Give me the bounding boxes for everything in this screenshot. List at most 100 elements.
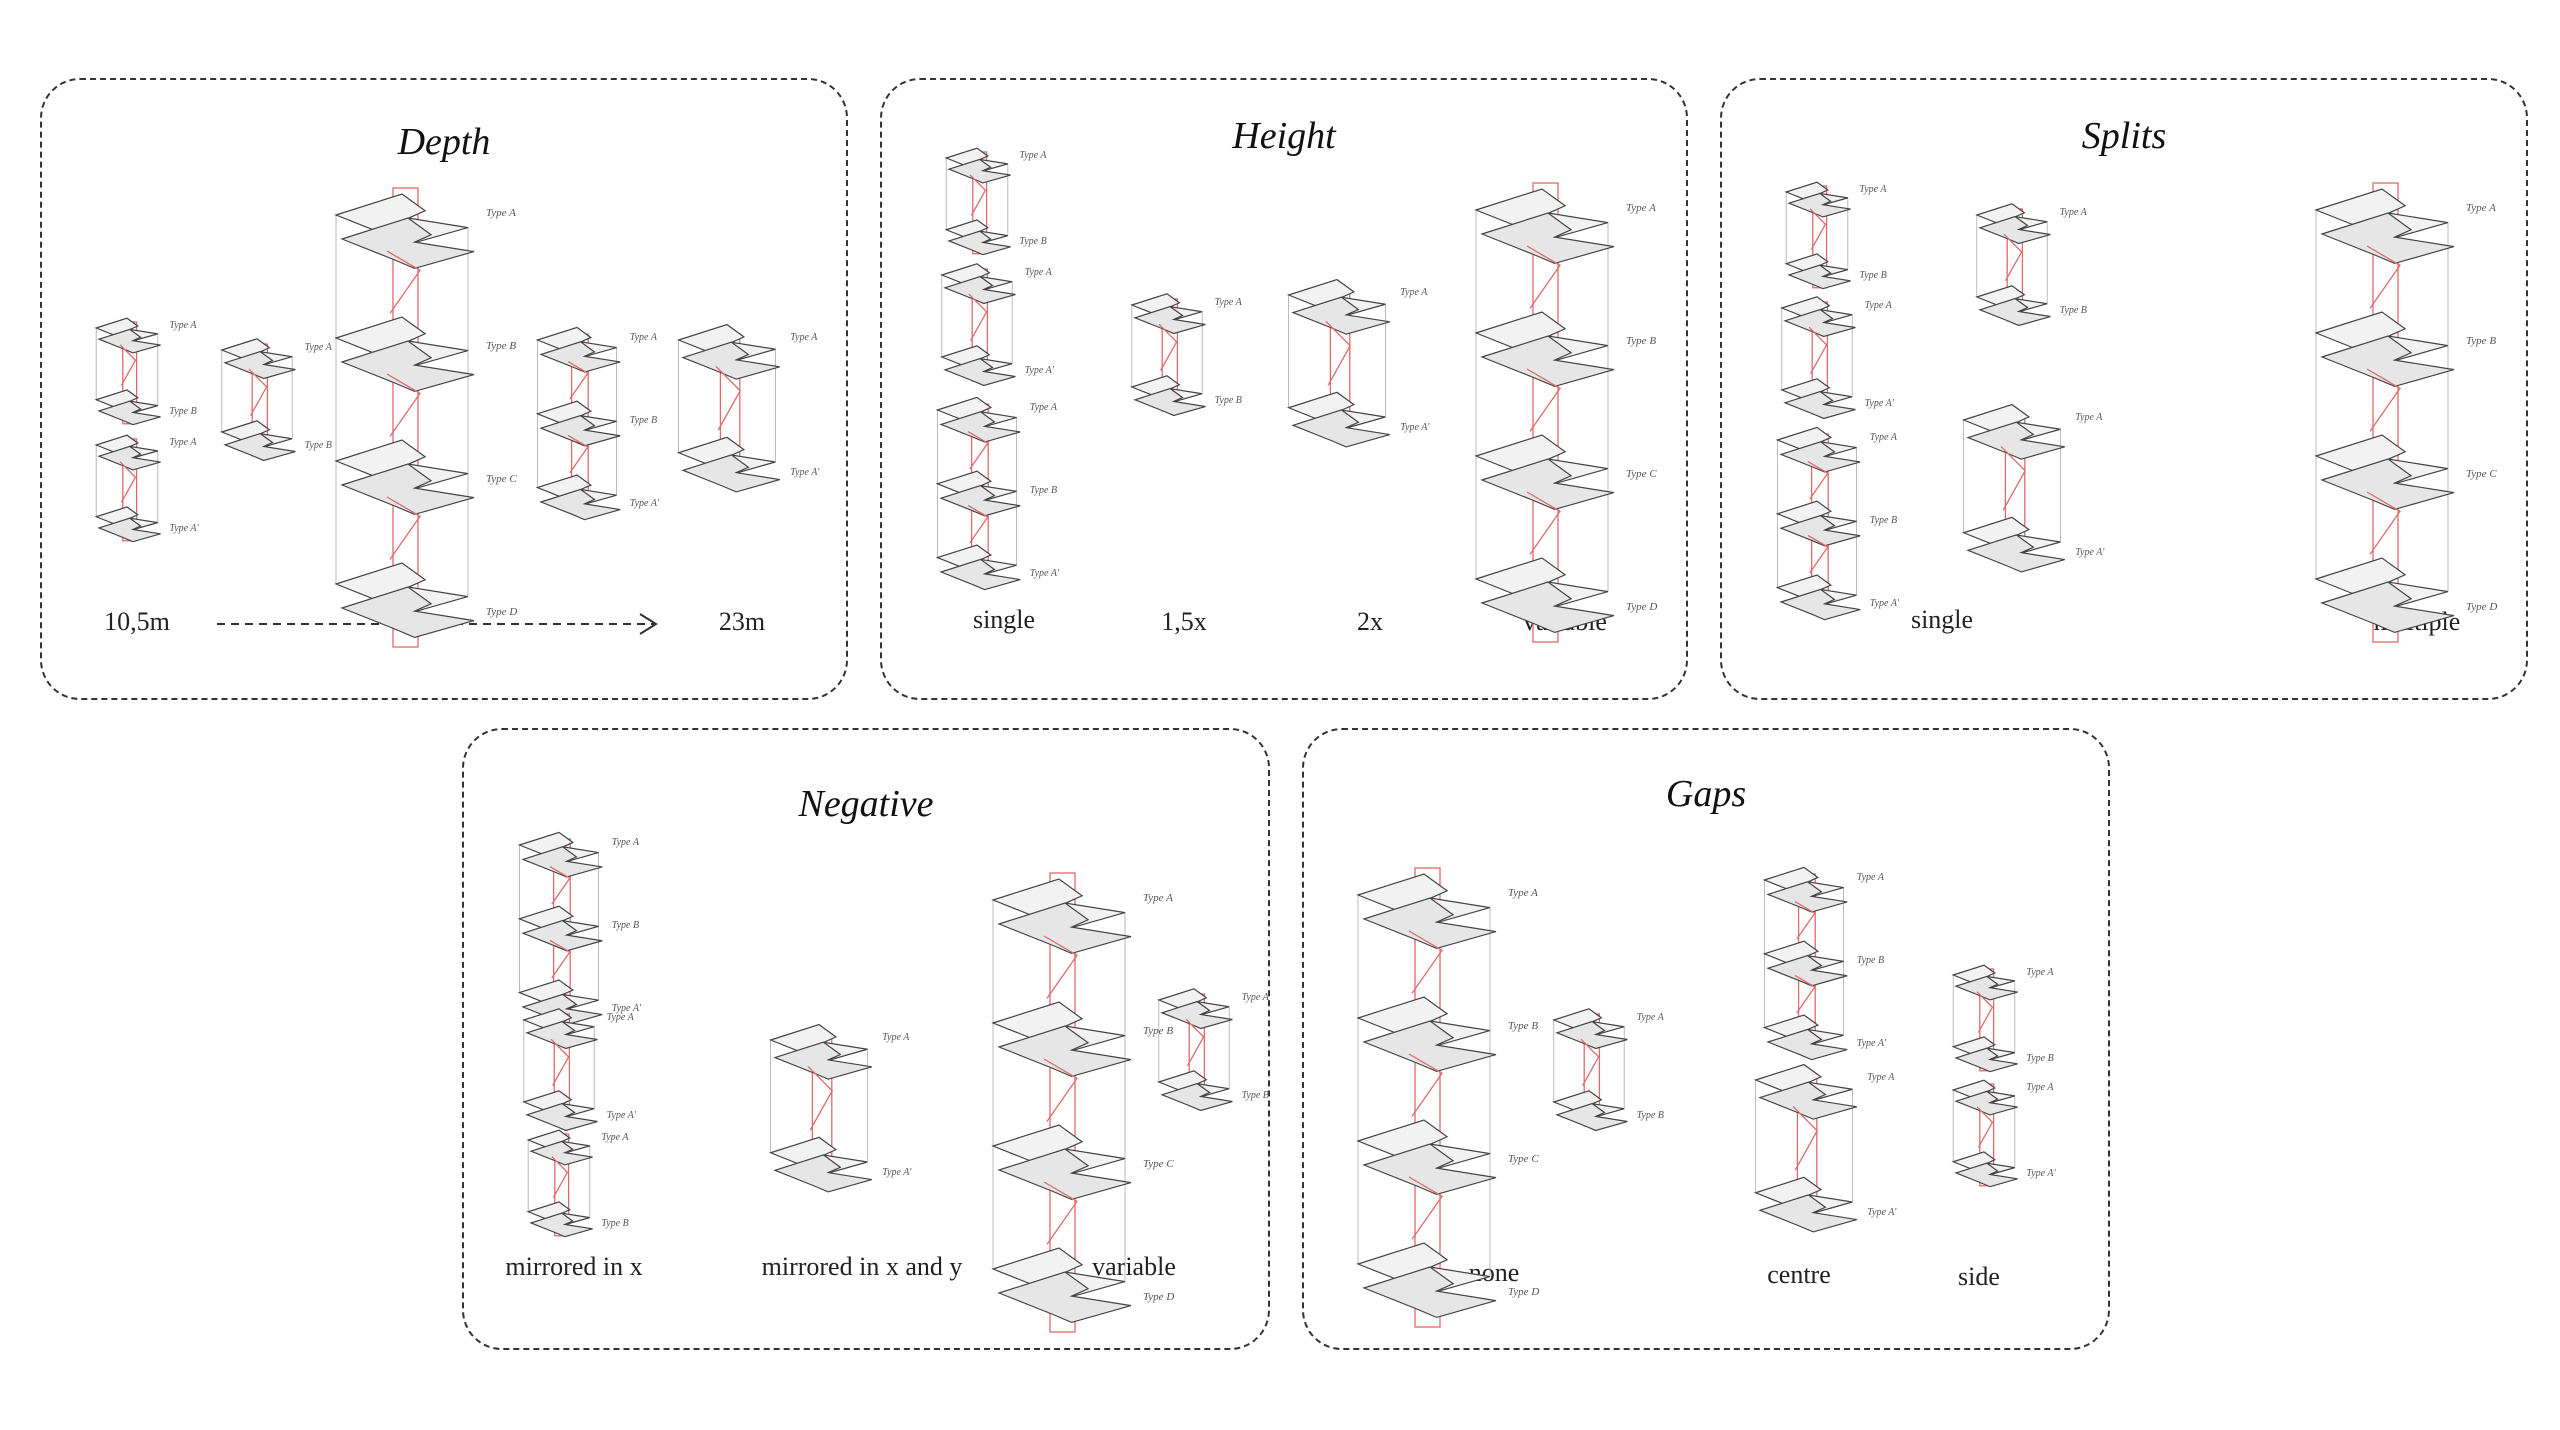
type-label: Type A <box>2466 202 2496 214</box>
type-label: Type A <box>2026 1082 2054 1093</box>
unit-stack <box>1975 203 2051 327</box>
unit-stack <box>1780 296 1856 420</box>
gaps-label-side: side <box>1958 1262 2000 1291</box>
unit-stack <box>935 396 1021 591</box>
stair-flight <box>1325 320 1352 386</box>
type-label: Type A <box>1869 432 1897 443</box>
stair-flight <box>549 866 571 905</box>
type-label: Type A' <box>606 1110 636 1121</box>
type-label: Type D <box>486 606 518 618</box>
stair-flight <box>1408 930 1443 994</box>
splits-label-single: single <box>1910 605 1974 634</box>
stair-flight <box>1408 1176 1443 1240</box>
floor-plate <box>521 846 603 878</box>
floor-plate <box>1291 409 1390 448</box>
stair-flight <box>1043 1181 1078 1245</box>
type-label: Type A <box>606 1012 634 1023</box>
type-label: Type B <box>1019 235 1047 247</box>
unit-stack <box>1951 964 2018 1073</box>
type-label: Type B <box>1143 1025 1174 1037</box>
type-label: Type A <box>882 1032 910 1043</box>
floor-plate <box>1966 534 2065 573</box>
type-label: Type A <box>1024 267 1052 278</box>
unit-stack <box>1356 867 1497 1328</box>
stair-flight <box>386 496 421 560</box>
type-label: Type A <box>169 320 197 331</box>
floor-plate <box>1978 297 2051 327</box>
height-diagrams <box>935 147 1615 643</box>
stair-flight <box>1976 991 1994 1033</box>
type-label: Type B <box>1856 954 1885 966</box>
floor-plate <box>997 1025 1132 1078</box>
panel-title: Negative <box>798 783 934 825</box>
type-label: Type A <box>1636 1012 1664 1023</box>
negative-diagrams <box>517 831 1233 1333</box>
type-label: Type B <box>1214 395 1242 406</box>
floor-plate <box>2320 458 2455 511</box>
height-label-single: single <box>972 605 1036 634</box>
unit-stack <box>676 323 780 493</box>
dashed-arrow-icon <box>217 613 658 635</box>
type-label: Type D <box>1508 1286 1540 1298</box>
type-label: Type A <box>1856 872 1884 883</box>
floor-plate <box>340 586 475 639</box>
unit-stack <box>94 317 161 426</box>
floor-plate <box>1362 1266 1497 1319</box>
unit-stack <box>1157 988 1233 1112</box>
stair-flight <box>968 293 988 341</box>
stair-flight <box>1408 1053 1443 1117</box>
unit-stack <box>535 326 621 521</box>
type-label: Type A <box>1241 992 1269 1003</box>
core-shaft <box>392 187 419 648</box>
type-label: Type A <box>1867 1072 1895 1083</box>
stair-flight <box>967 504 989 544</box>
stair-flight <box>807 1065 834 1131</box>
stair-flight <box>248 368 268 416</box>
gaps-label-none: none <box>1468 1258 1520 1287</box>
unit-stack <box>1961 403 2065 573</box>
unit-stack <box>1474 182 1615 643</box>
stair-flight <box>550 1038 570 1086</box>
core-shaft <box>1532 182 1559 643</box>
stair-flight <box>1526 368 1561 432</box>
panel-title: Splits <box>2081 115 2167 157</box>
type-label: Type B <box>1636 1110 1664 1121</box>
stair-flight <box>119 344 137 386</box>
floor-plate <box>939 484 1021 517</box>
floor-plate <box>340 340 475 393</box>
unit-stack <box>1784 181 1851 290</box>
unit-stack <box>768 1023 872 1193</box>
floor-plate <box>1362 897 1497 950</box>
floor-plate <box>997 1148 1132 1201</box>
type-label: Type B <box>1859 269 1887 281</box>
floor-plate <box>997 1271 1132 1324</box>
unit-stack <box>220 338 296 462</box>
floor-plate <box>223 432 296 462</box>
stair-flight <box>2000 445 2027 511</box>
type-label: Type A' <box>2075 546 2105 558</box>
floor-plate <box>1480 581 1615 634</box>
unit-stack <box>1130 293 1206 417</box>
floor-plate <box>539 488 621 521</box>
type-label: Type A <box>2059 207 2087 218</box>
panel-title: Height <box>1232 115 1336 157</box>
floor-plate <box>1783 390 1856 420</box>
type-label: Type A <box>2075 412 2103 423</box>
floor-plate <box>997 902 1132 955</box>
type-label: Type A' <box>1869 597 1900 609</box>
type-label: Type C <box>486 473 517 485</box>
floor-plate <box>539 341 621 373</box>
splits-diagrams <box>1775 181 2455 643</box>
type-label: Type A <box>1626 202 1656 214</box>
type-label: Type B <box>1869 514 1898 526</box>
floor-plate <box>1133 387 1206 417</box>
floor-plate <box>1766 954 1848 987</box>
panel-gaps: Gaps none centre side Type A Type B Type C… <box>1302 728 2110 1350</box>
stair-flight <box>1807 534 1829 574</box>
type-label: Type A' <box>1856 1037 1887 1049</box>
floor-plate <box>1480 335 1615 388</box>
floor-plate <box>681 454 780 493</box>
type-label: Type A <box>304 342 332 353</box>
type-label: Type A <box>790 332 818 343</box>
type-label: Type B <box>2059 305 2087 316</box>
